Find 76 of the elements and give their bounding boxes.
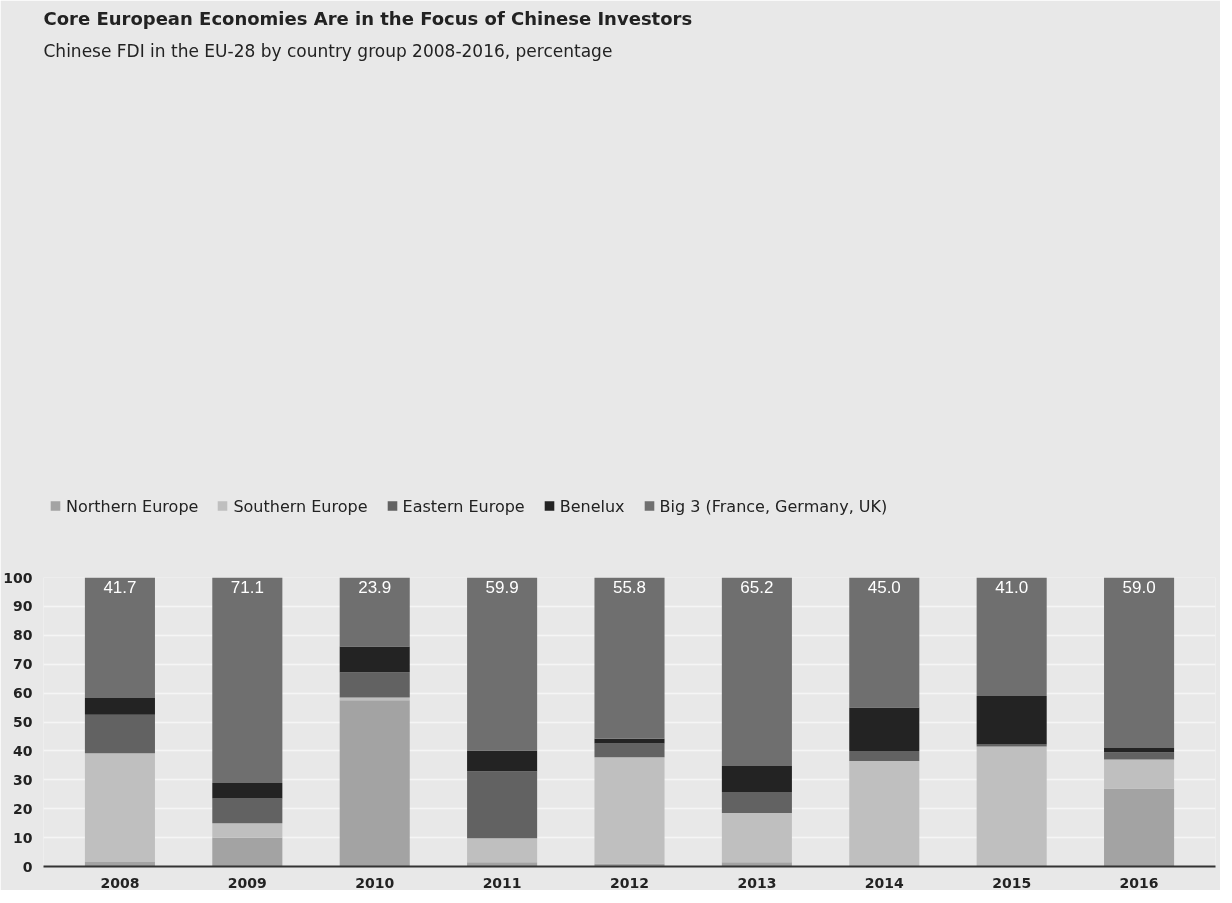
bar [721, 813, 792, 863]
bar [721, 862, 792, 867]
y-tick-label: 40 [13, 742, 33, 759]
y-tick-label: 70 [13, 656, 33, 673]
data-label: 45.0 [867, 577, 901, 597]
bar [339, 646, 410, 673]
legend-label: Northern Europe [66, 496, 199, 516]
x-tick-label: 2012 [610, 874, 649, 891]
bar [84, 577, 155, 699]
bar [721, 765, 792, 792]
bar [976, 744, 1047, 747]
x-tick-label: 2008 [100, 874, 140, 891]
bar [339, 577, 410, 647]
bar [339, 672, 410, 698]
legend-label: Big 3 (France, Germany, UK) [659, 496, 888, 516]
bar [212, 577, 283, 783]
y-tick-label: 30 [13, 771, 33, 788]
bar [84, 753, 155, 862]
y-tick-label: 50 [13, 714, 33, 730]
data-label: 41.7 [103, 577, 137, 597]
bar [467, 750, 538, 772]
y-tick-label: 20 [13, 800, 33, 817]
bar [849, 707, 920, 751]
x-tick-label: 2013 [737, 874, 777, 891]
bar [594, 577, 665, 739]
x-tick-label: 2016 [1119, 874, 1159, 891]
bar [212, 782, 283, 799]
data-label: 41.0 [995, 577, 1029, 597]
bar [1104, 577, 1175, 749]
x-tick-label: 2011 [482, 874, 522, 891]
bar [849, 577, 920, 708]
x-tick-label: 2015 [992, 874, 1032, 891]
bar [721, 577, 792, 766]
bar [1104, 788, 1175, 867]
bar [849, 761, 920, 867]
x-tick-label: 2010 [355, 874, 395, 891]
bar [467, 771, 538, 839]
chart-subtitle: Chinese FDI in the EU-28 by country group 2008-2016, percentage [43, 40, 613, 61]
bar [212, 798, 283, 824]
y-tick-label: 80 [13, 627, 33, 644]
legend-label: Benelux [559, 496, 625, 516]
bar [84, 698, 155, 715]
data-label: 23.9 [358, 577, 392, 597]
bar [467, 577, 538, 751]
bar [1104, 748, 1175, 753]
y-tick-label: 90 [13, 598, 33, 615]
data-label: 59.9 [485, 577, 519, 597]
bar [594, 743, 665, 758]
data-label: 65.2 [740, 577, 774, 597]
bar [976, 577, 1047, 696]
x-tick-label: 2009 [227, 874, 267, 891]
legend-label: Southern Europe [233, 496, 368, 516]
legend-label: Eastern Europe [402, 496, 525, 516]
y-tick-label: 0 [22, 858, 33, 875]
bar [849, 750, 920, 762]
bar [1104, 752, 1175, 760]
chart-title: Core European Economies Are in the Focus of Chinese Investors [43, 7, 693, 29]
bar [976, 746, 1047, 867]
y-tick-label: 60 [13, 685, 33, 702]
bar [594, 757, 665, 864]
bar [212, 837, 283, 867]
bar [212, 823, 283, 838]
data-label: 59.0 [1122, 577, 1156, 597]
bar [84, 714, 155, 754]
data-label: 55.8 [612, 577, 647, 597]
x-tick-label: 2014 [864, 874, 905, 891]
bar [1104, 759, 1175, 789]
y-tick-label: 100 [3, 569, 33, 586]
bar [976, 695, 1047, 745]
bar [467, 862, 538, 867]
bar [339, 697, 410, 701]
bar [467, 838, 538, 863]
bar [721, 791, 792, 814]
data-label: 71.1 [230, 577, 264, 597]
y-tick-label: 10 [13, 829, 33, 846]
bar [339, 700, 410, 867]
